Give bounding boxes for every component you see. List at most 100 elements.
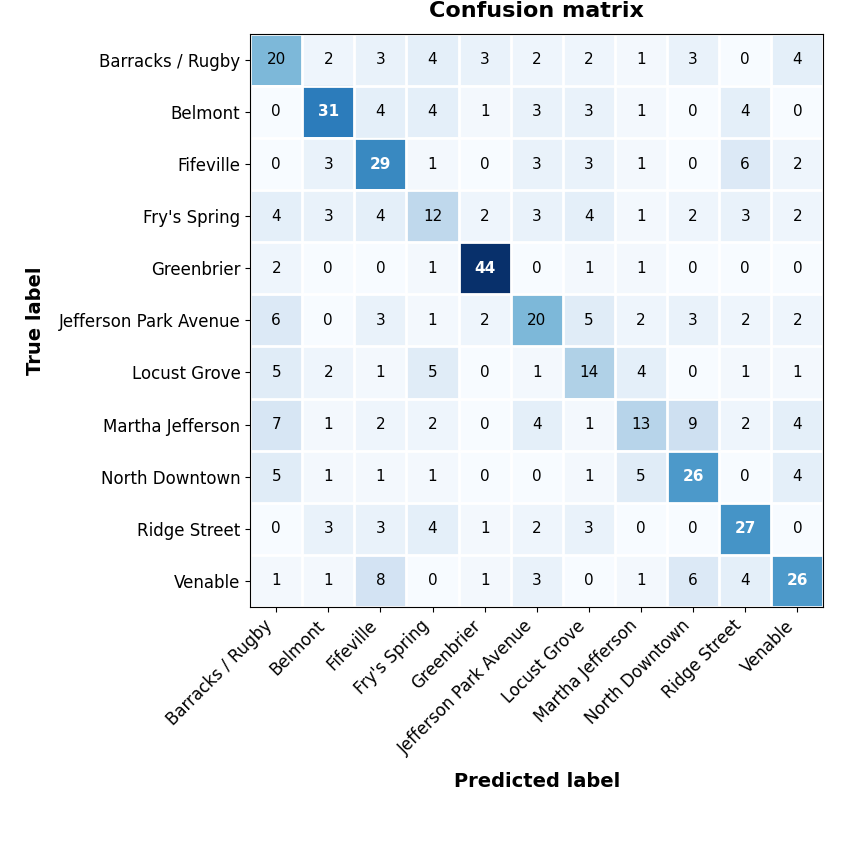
Text: 9: 9 (688, 417, 698, 432)
Text: 0: 0 (272, 521, 281, 536)
Text: 1: 1 (428, 260, 437, 276)
Text: 0: 0 (688, 105, 698, 120)
Text: 0: 0 (428, 573, 437, 588)
Text: 1: 1 (480, 521, 489, 536)
Text: 0: 0 (480, 157, 489, 171)
Text: 1: 1 (636, 105, 646, 120)
Text: 1: 1 (636, 208, 646, 223)
Text: 1: 1 (428, 470, 437, 484)
Text: 26: 26 (786, 573, 808, 588)
Text: 0: 0 (272, 157, 281, 171)
Text: 0: 0 (740, 470, 750, 484)
Text: 2: 2 (584, 52, 594, 67)
Text: 1: 1 (636, 260, 646, 276)
Text: 4: 4 (584, 208, 594, 223)
Text: 13: 13 (631, 417, 651, 432)
Text: 2: 2 (324, 365, 333, 380)
Text: 1: 1 (428, 313, 437, 328)
Text: 31: 31 (318, 105, 339, 120)
Text: 1: 1 (532, 365, 542, 380)
Text: 3: 3 (532, 105, 542, 120)
Text: 0: 0 (792, 105, 802, 120)
Text: 1: 1 (584, 260, 594, 276)
Text: 2: 2 (532, 521, 542, 536)
Text: 3: 3 (324, 157, 333, 171)
Text: 3: 3 (688, 52, 698, 67)
Text: 3: 3 (584, 521, 594, 536)
Text: 1: 1 (636, 52, 646, 67)
Text: 5: 5 (272, 470, 281, 484)
Text: 0: 0 (688, 260, 698, 276)
Text: 6: 6 (740, 157, 750, 171)
Text: 27: 27 (734, 521, 756, 536)
Text: 2: 2 (428, 417, 437, 432)
Text: 1: 1 (480, 105, 489, 120)
Text: 1: 1 (740, 365, 750, 380)
Text: 12: 12 (423, 208, 442, 223)
Text: 6: 6 (271, 313, 281, 328)
Text: 0: 0 (688, 521, 698, 536)
Text: 1: 1 (324, 417, 333, 432)
Text: 0: 0 (740, 260, 750, 276)
Text: 2: 2 (792, 208, 802, 223)
Text: 5: 5 (636, 470, 646, 484)
Text: 4: 4 (428, 105, 437, 120)
Text: 0: 0 (532, 260, 542, 276)
Text: 0: 0 (792, 521, 802, 536)
Text: 2: 2 (480, 313, 489, 328)
Text: 4: 4 (740, 573, 750, 588)
Text: 1: 1 (584, 417, 594, 432)
Text: 1: 1 (324, 573, 333, 588)
Text: 44: 44 (474, 260, 495, 276)
Text: 0: 0 (272, 105, 281, 120)
Text: 4: 4 (740, 105, 750, 120)
Text: 3: 3 (532, 157, 542, 171)
Text: 2: 2 (636, 313, 646, 328)
Text: 2: 2 (324, 52, 333, 67)
Text: 3: 3 (584, 105, 594, 120)
Text: 14: 14 (579, 365, 598, 380)
Text: 3: 3 (480, 52, 490, 67)
Text: 0: 0 (688, 157, 698, 171)
Text: 3: 3 (376, 521, 385, 536)
Text: 1: 1 (636, 573, 646, 588)
Text: 29: 29 (370, 157, 391, 171)
Text: 3: 3 (376, 313, 385, 328)
Text: 3: 3 (532, 573, 542, 588)
Text: 0: 0 (740, 52, 750, 67)
Text: 0: 0 (480, 470, 489, 484)
Text: 7: 7 (272, 417, 281, 432)
Text: 0: 0 (636, 521, 646, 536)
Text: 2: 2 (792, 157, 802, 171)
Text: 3: 3 (584, 157, 594, 171)
Text: 0: 0 (532, 470, 542, 484)
Text: 0: 0 (376, 260, 385, 276)
Text: 3: 3 (688, 313, 698, 328)
Text: 26: 26 (682, 470, 704, 484)
Text: 0: 0 (480, 365, 489, 380)
Text: 0: 0 (688, 365, 698, 380)
Text: 3: 3 (324, 208, 333, 223)
Text: 0: 0 (584, 573, 594, 588)
Text: 20: 20 (527, 313, 546, 328)
Text: 0: 0 (792, 260, 802, 276)
Text: 0: 0 (324, 313, 333, 328)
Text: 4: 4 (636, 365, 646, 380)
Text: 3: 3 (376, 52, 385, 67)
Text: 2: 2 (688, 208, 698, 223)
Text: 3: 3 (324, 521, 333, 536)
Text: 2: 2 (480, 208, 489, 223)
Text: 4: 4 (272, 208, 281, 223)
Text: 1: 1 (376, 365, 385, 380)
Text: 3: 3 (532, 208, 542, 223)
Text: 4: 4 (792, 470, 802, 484)
Text: 2: 2 (532, 52, 542, 67)
Text: 1: 1 (636, 157, 646, 171)
Text: 1: 1 (584, 470, 594, 484)
Text: 1: 1 (272, 573, 281, 588)
Text: 1: 1 (428, 157, 437, 171)
Text: 3: 3 (740, 208, 750, 223)
X-axis label: Predicted label: Predicted label (453, 772, 620, 791)
Text: 1: 1 (792, 365, 802, 380)
Text: 5: 5 (272, 365, 281, 380)
